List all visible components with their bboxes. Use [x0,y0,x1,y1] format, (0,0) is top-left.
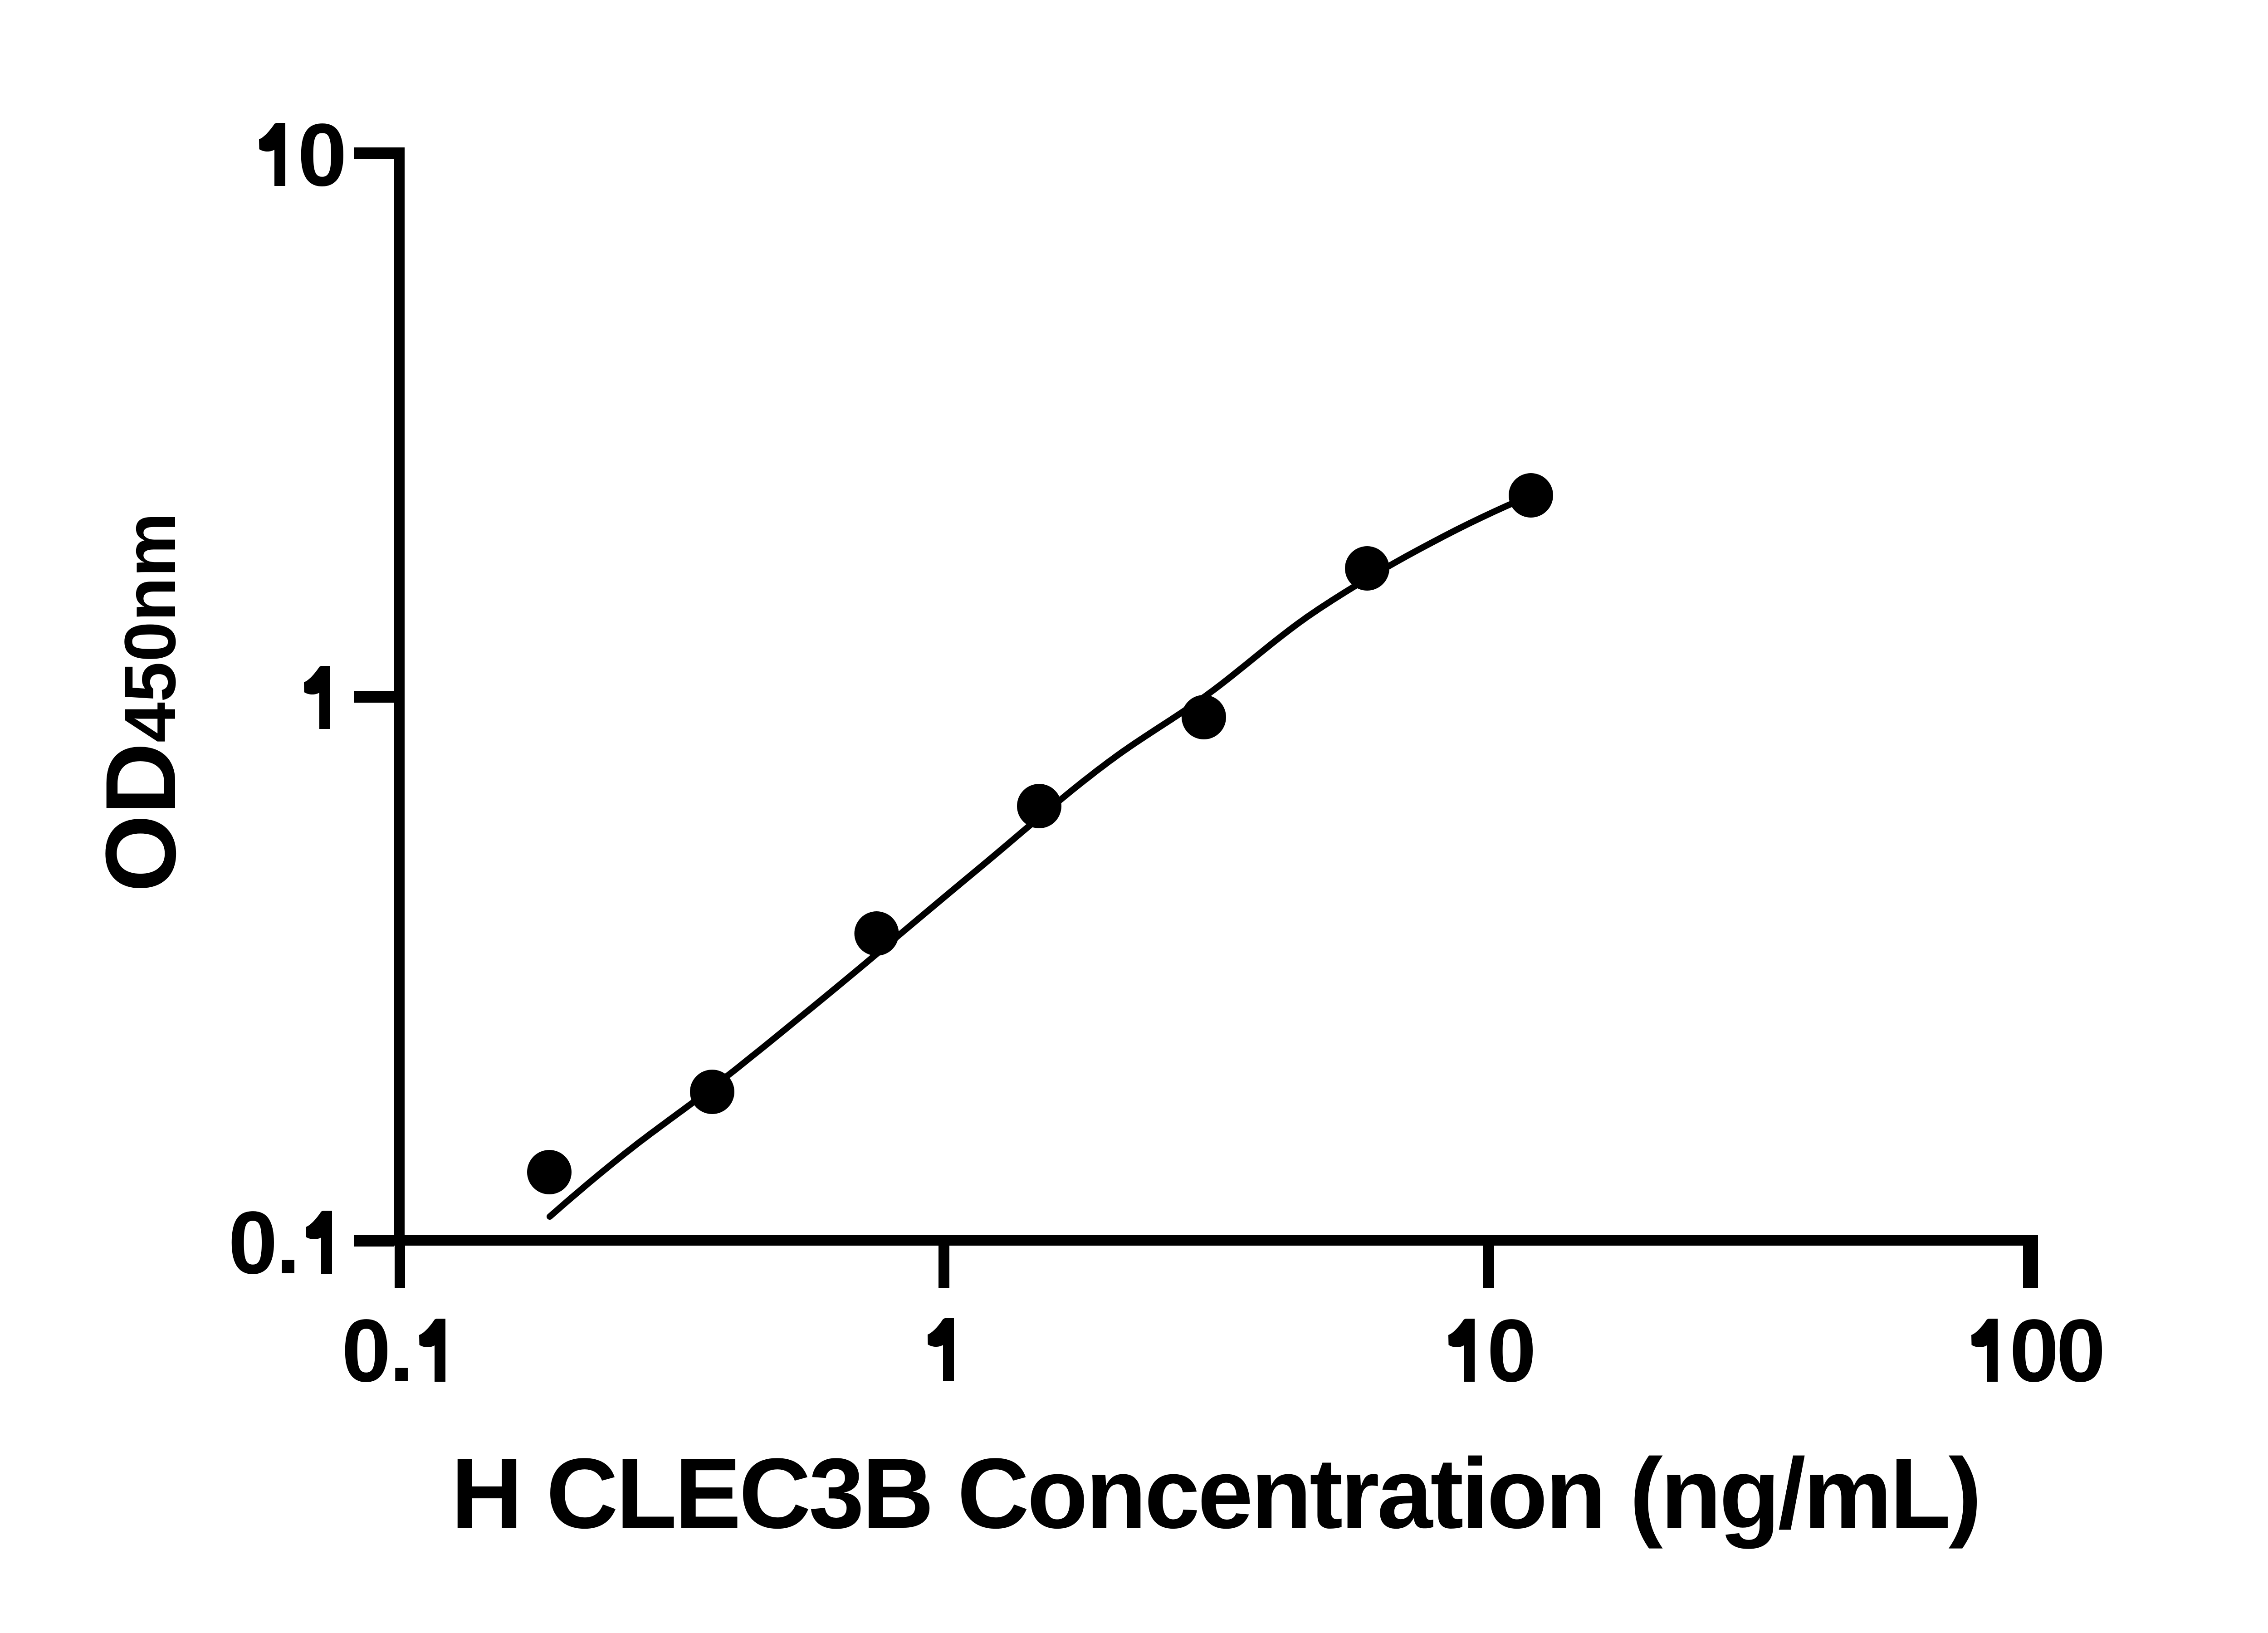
svg-text:0: 0 [1487,1301,1536,1400]
svg-text:H CLEC3B Concentration (ng/mL): H CLEC3B Concentration (ng/mL) [451,1437,1980,1549]
svg-text:0: 0 [298,105,347,205]
svg-text:0: 0 [228,1193,278,1292]
svg-text:0: 0 [2056,1301,2106,1400]
svg-text:.: . [276,1193,300,1292]
svg-text:.: . [389,1301,414,1400]
svg-text:OD450nm: OD450nm [85,513,196,892]
svg-text:0: 0 [342,1301,391,1400]
svg-text:0: 0 [2009,1301,2059,1400]
